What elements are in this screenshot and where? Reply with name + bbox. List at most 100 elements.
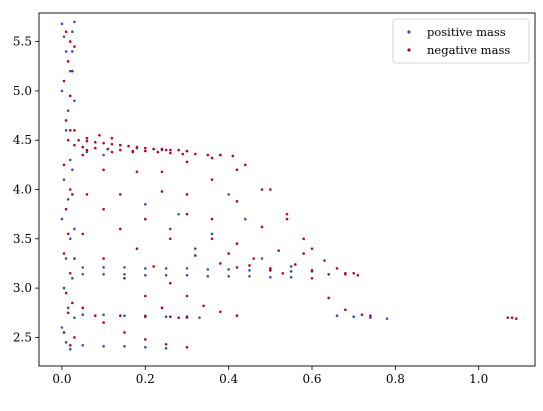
data-point <box>66 232 70 236</box>
data-point <box>227 268 230 271</box>
data-point <box>85 193 89 196</box>
data-point <box>177 148 180 152</box>
data-point <box>185 212 189 216</box>
x-tick-label: 0.4 <box>219 372 238 386</box>
data-point <box>164 267 168 270</box>
data-point <box>66 306 70 310</box>
data-point <box>289 275 293 279</box>
x-axis: 0.0 0.2 0.4 0.6 0.8 1.0 <box>52 366 488 386</box>
data-point <box>110 150 114 154</box>
data-point <box>356 273 360 277</box>
legend-label: positive mass <box>427 25 506 39</box>
legend-label: negative mass <box>427 43 510 57</box>
data-point <box>143 273 147 277</box>
data-point <box>302 237 305 241</box>
y-tick-label: 4.5 <box>13 133 32 147</box>
data-point <box>66 109 70 112</box>
y-tick-label: 3.5 <box>13 232 32 246</box>
data-point <box>85 139 89 143</box>
data-point <box>335 314 339 318</box>
data-point <box>177 212 180 216</box>
data-point <box>64 207 68 211</box>
legend-marker <box>407 48 411 52</box>
data-point <box>269 267 272 270</box>
y-tick-label: 2.5 <box>13 330 32 344</box>
x-tick-label: 0.0 <box>52 372 71 386</box>
data-point <box>202 304 205 308</box>
data-point <box>66 138 70 142</box>
data-point <box>60 217 64 221</box>
data-point <box>164 273 168 277</box>
x-tick-label: 0.8 <box>386 372 405 386</box>
data-point <box>81 306 85 310</box>
data-point <box>219 153 222 157</box>
data-point <box>210 237 214 241</box>
data-point <box>385 317 389 320</box>
y-tick-label: 5.0 <box>13 84 32 98</box>
data-point <box>206 268 210 271</box>
data-point <box>68 158 72 162</box>
data-point <box>164 343 168 346</box>
data-point <box>277 249 280 252</box>
data-point <box>60 89 64 93</box>
x-tick-label: 0.2 <box>136 372 155 386</box>
data-point <box>335 267 339 270</box>
data-point <box>294 263 297 266</box>
data-point <box>235 242 239 246</box>
y-tick-label: 5.5 <box>13 35 32 49</box>
data-point <box>344 308 347 312</box>
data-point <box>81 145 85 149</box>
data-point <box>219 310 222 314</box>
data-point <box>302 252 305 255</box>
data-point <box>102 313 105 317</box>
data-point <box>143 338 147 341</box>
data-point <box>71 30 74 34</box>
data-point <box>185 273 189 277</box>
data-point <box>81 232 85 236</box>
data-point <box>210 217 214 221</box>
data-point <box>68 69 72 73</box>
data-point <box>185 345 189 349</box>
data-point <box>73 20 76 24</box>
data-point <box>248 264 251 267</box>
data-point <box>93 140 97 144</box>
data-point <box>168 227 172 231</box>
data-point <box>252 257 255 260</box>
data-point <box>73 143 76 147</box>
data-point <box>352 272 355 275</box>
data-point <box>164 346 168 350</box>
data-point <box>168 148 172 152</box>
data-point <box>102 321 105 324</box>
data-point <box>60 22 64 26</box>
data-point <box>269 269 272 272</box>
data-point <box>81 273 85 276</box>
data-point <box>64 50 68 53</box>
data-point <box>310 269 314 272</box>
data-point <box>68 237 72 241</box>
data-point <box>68 129 72 132</box>
data-point <box>62 35 66 38</box>
data-point <box>85 136 89 140</box>
data-point <box>81 266 85 269</box>
data-point <box>269 188 272 191</box>
data-point <box>506 316 510 319</box>
data-point <box>66 198 70 201</box>
data-point <box>123 344 126 348</box>
data-point <box>327 273 330 276</box>
data-point <box>231 154 235 158</box>
data-point <box>64 119 68 122</box>
data-point <box>102 207 105 211</box>
data-point <box>143 202 147 206</box>
data-point <box>235 200 239 203</box>
data-point <box>260 257 264 260</box>
data-point <box>285 217 289 221</box>
data-point <box>73 336 76 339</box>
data-point <box>510 316 514 319</box>
data-point <box>156 150 160 154</box>
data-point <box>235 266 239 269</box>
data-point <box>143 149 147 153</box>
data-point <box>73 227 76 231</box>
data-point <box>106 147 110 151</box>
